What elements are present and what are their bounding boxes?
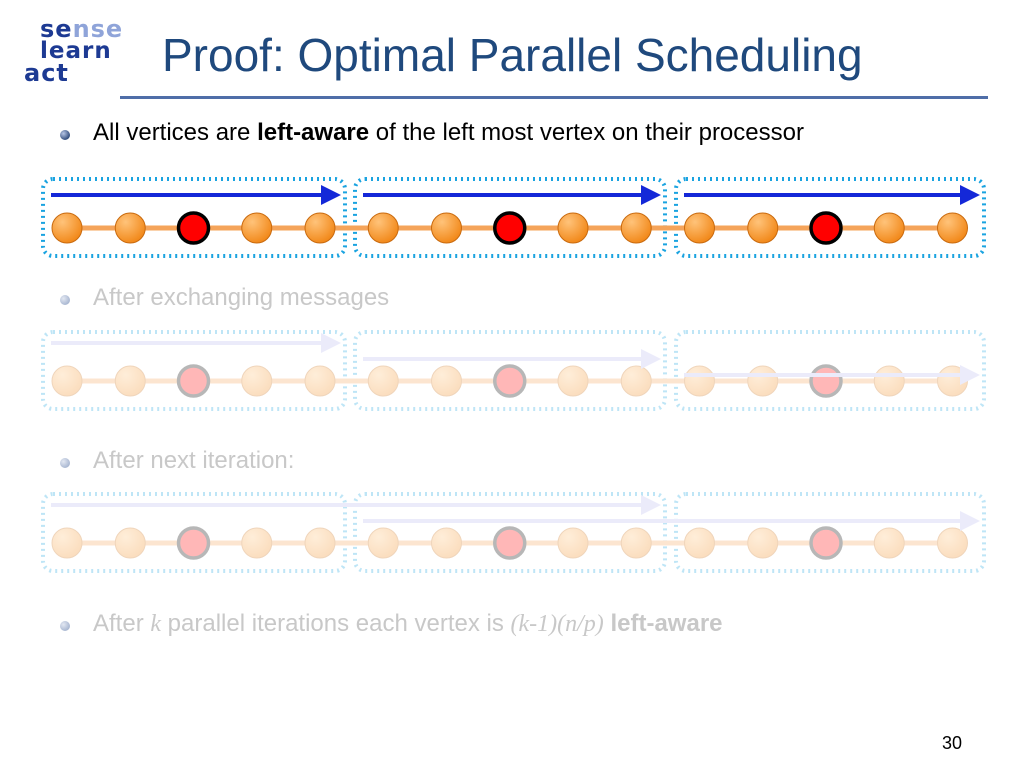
title-divider — [120, 96, 988, 99]
vertex — [620, 365, 652, 397]
vertex — [114, 212, 146, 244]
bullet-dot-icon — [60, 458, 70, 468]
vertex — [51, 527, 83, 559]
vertex — [367, 527, 399, 559]
vertex — [684, 365, 715, 397]
highlighted-vertex — [493, 211, 527, 245]
logo-line-act: act — [24, 59, 69, 87]
vertex — [431, 527, 462, 559]
vertex — [367, 212, 399, 244]
bullet-dot-icon — [60, 130, 70, 140]
highlighted-vertex — [809, 211, 843, 245]
vertex — [51, 365, 83, 397]
logo-line-sense: sense — [40, 15, 124, 43]
page-number: 30 — [941, 733, 962, 753]
vertex — [873, 212, 905, 244]
vertex — [304, 212, 336, 244]
vertex — [114, 365, 146, 397]
bullet-text: After exchanging messages — [93, 284, 390, 311]
vertex — [431, 212, 462, 244]
processor-box — [674, 492, 986, 573]
vertex — [873, 527, 905, 559]
processor-box — [353, 492, 667, 573]
logo-line-learn: learn — [40, 38, 112, 64]
vertex — [241, 527, 273, 559]
vertex — [620, 212, 652, 244]
vertex — [937, 527, 968, 559]
vertex — [304, 365, 336, 397]
vertex — [241, 365, 273, 397]
vertex — [241, 212, 273, 244]
vertex — [937, 365, 968, 397]
vertex — [684, 212, 715, 244]
sense-learn-act-logo: sense learn act — [22, 14, 132, 90]
diagram-row-3 — [41, 492, 986, 573]
highlighted-vertex — [493, 364, 527, 398]
vertex — [747, 527, 779, 559]
highlighted-vertex — [176, 526, 211, 560]
processor-box — [41, 177, 347, 258]
processor-box — [353, 330, 667, 411]
vertex — [367, 365, 399, 397]
vertex — [873, 365, 905, 397]
vertex — [620, 527, 652, 559]
vertex — [747, 365, 779, 397]
vertex — [937, 212, 968, 244]
highlighted-vertex — [176, 211, 211, 245]
highlighted-vertex — [809, 364, 843, 398]
bullet-dot-icon — [60, 295, 70, 305]
vertex — [114, 527, 146, 559]
vertex — [304, 527, 336, 559]
diagram-row-2 — [41, 330, 986, 411]
highlighted-vertex — [493, 526, 527, 560]
bullet-text: All vertices are left-aware of the left … — [93, 119, 804, 146]
vertex — [557, 212, 589, 244]
bullet-text: After k parallel iterations each vertex … — [93, 610, 723, 637]
diagram-row-1 — [41, 177, 986, 258]
slide-title: Proof: Optimal Parallel Scheduling — [162, 29, 863, 81]
vertex — [747, 212, 779, 244]
vertex — [51, 212, 83, 244]
processor-box — [41, 492, 347, 573]
bullet-text: After next iteration: — [93, 447, 295, 474]
vertex — [431, 365, 462, 397]
processor-box — [41, 330, 347, 411]
processor-box — [674, 177, 986, 258]
highlighted-vertex — [176, 364, 211, 398]
highlighted-vertex — [809, 526, 843, 560]
processor-box — [674, 330, 986, 411]
bullet-dot-icon — [60, 621, 70, 631]
vertex — [557, 527, 589, 559]
processor-box — [353, 177, 667, 258]
vertex — [557, 365, 589, 397]
vertex — [684, 527, 715, 559]
